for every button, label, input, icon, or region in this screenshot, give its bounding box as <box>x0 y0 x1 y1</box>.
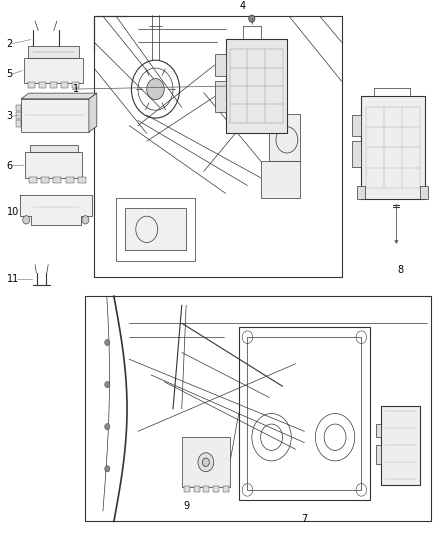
Polygon shape <box>20 195 92 225</box>
Bar <box>78 177 86 183</box>
Text: 1: 1 <box>73 84 79 94</box>
Bar <box>41 177 49 183</box>
Polygon shape <box>395 240 398 244</box>
Bar <box>28 82 35 88</box>
Bar <box>16 112 21 119</box>
Bar <box>182 437 230 487</box>
Bar <box>39 82 46 88</box>
Bar <box>361 96 425 199</box>
Polygon shape <box>89 93 97 132</box>
Bar <box>25 152 82 178</box>
Bar <box>247 337 361 490</box>
Bar <box>72 82 79 88</box>
Bar <box>21 99 89 132</box>
Bar <box>239 327 370 500</box>
Bar <box>215 54 226 76</box>
Text: 9: 9 <box>184 500 190 511</box>
Bar <box>125 208 186 251</box>
Circle shape <box>82 216 89 224</box>
Bar <box>352 141 361 167</box>
Bar <box>29 177 37 183</box>
Bar <box>376 445 381 464</box>
Bar <box>53 177 61 183</box>
Circle shape <box>147 78 164 100</box>
Text: 11: 11 <box>7 274 19 284</box>
Circle shape <box>105 424 110 430</box>
Bar <box>261 161 300 198</box>
Bar <box>226 39 287 133</box>
Bar <box>269 114 300 161</box>
Bar <box>50 82 57 88</box>
Bar <box>213 486 219 492</box>
Text: 2: 2 <box>7 38 13 49</box>
Bar <box>66 177 74 183</box>
Bar <box>381 406 420 484</box>
Text: 7: 7 <box>301 514 307 524</box>
Circle shape <box>202 458 209 466</box>
Circle shape <box>105 466 110 472</box>
Bar <box>376 424 381 437</box>
Text: 4: 4 <box>240 1 246 11</box>
Circle shape <box>105 340 110 345</box>
Bar <box>223 486 229 492</box>
Bar <box>184 486 190 492</box>
Bar <box>116 198 195 261</box>
Text: 10: 10 <box>7 207 19 217</box>
Circle shape <box>249 15 255 22</box>
Text: 6: 6 <box>7 160 13 171</box>
Text: 5: 5 <box>7 69 13 79</box>
Circle shape <box>105 382 110 387</box>
Bar <box>30 144 78 152</box>
Bar <box>16 104 21 111</box>
Bar <box>16 120 21 127</box>
Circle shape <box>198 453 214 472</box>
Bar <box>203 486 209 492</box>
Circle shape <box>23 216 30 224</box>
Bar <box>215 81 226 112</box>
Text: 3: 3 <box>7 111 13 121</box>
Bar <box>28 46 79 58</box>
Polygon shape <box>21 93 97 99</box>
Bar <box>85 296 431 521</box>
Bar <box>352 115 361 136</box>
Bar <box>24 58 83 83</box>
Bar <box>420 185 428 199</box>
Bar <box>61 82 68 88</box>
Bar <box>194 486 200 492</box>
Text: 8: 8 <box>398 264 404 274</box>
Bar <box>357 185 365 199</box>
